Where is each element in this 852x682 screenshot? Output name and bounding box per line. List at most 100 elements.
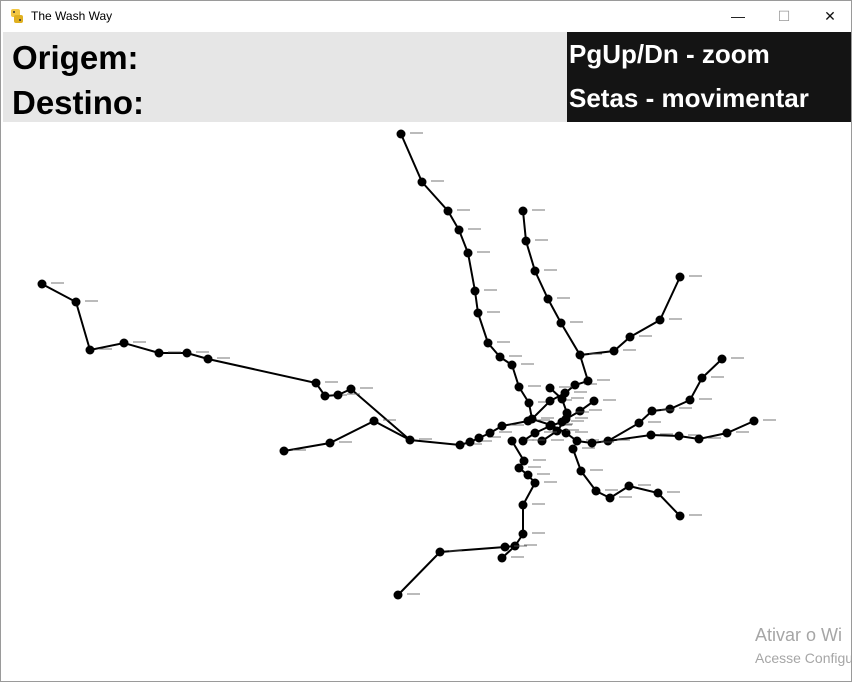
window-title: The Wash Way [31,9,113,23]
station-node[interactable] [346,384,356,394]
minimize-button[interactable]: — [731,8,745,24]
station-node[interactable] [518,500,528,510]
station-node[interactable] [694,434,704,444]
station-node[interactable] [485,428,495,438]
station-node[interactable] [675,511,685,521]
metro-map-canvas[interactable] [2,122,851,681]
station-node[interactable] [675,272,685,282]
close-button[interactable]: ✕ [824,8,836,24]
station-node[interactable] [572,436,582,446]
station-node[interactable] [497,421,507,431]
station-node[interactable] [182,348,192,358]
title-bar[interactable]: The Wash Way — ☐ ✕ [1,1,851,31]
station-node[interactable] [583,376,593,386]
maximize-button[interactable]: ☐ [777,8,791,24]
station-node[interactable] [605,493,615,503]
station-node[interactable] [514,382,524,392]
station-node[interactable] [435,547,445,557]
station-node[interactable] [575,406,585,416]
station-node[interactable] [568,444,578,454]
station-node[interactable] [717,354,727,364]
station-node[interactable] [320,391,330,401]
station-node[interactable] [519,456,529,466]
station-node[interactable] [500,542,510,552]
station-node[interactable] [523,416,533,426]
station-node[interactable] [333,390,343,400]
station-node[interactable] [518,436,528,446]
station-node[interactable] [465,437,475,447]
station-node[interactable] [647,406,657,416]
station-node[interactable] [279,446,289,456]
station-node[interactable] [545,396,555,406]
station-node[interactable] [543,294,553,304]
station-node[interactable] [624,481,634,491]
metro-line-segment [41,283,411,441]
station-node[interactable] [473,308,483,318]
station-node[interactable] [483,338,493,348]
station-node[interactable] [674,431,684,441]
station-node[interactable] [561,428,571,438]
station-node[interactable] [603,436,613,446]
station-node[interactable] [454,225,464,235]
station-node[interactable] [495,352,505,362]
station-node[interactable] [514,463,524,473]
station-node[interactable] [455,440,465,450]
station-node[interactable] [575,350,585,360]
station-node[interactable] [570,380,580,390]
station-node[interactable] [589,396,599,406]
station-node[interactable] [71,297,81,307]
station-node[interactable] [524,398,534,408]
station-node[interactable] [537,436,547,446]
station-node[interactable] [507,436,517,446]
metro-line-segment [501,440,537,559]
station-node[interactable] [369,416,379,426]
station-node[interactable] [653,488,663,498]
station-node[interactable] [749,416,759,426]
station-node[interactable] [557,394,567,404]
station-node[interactable] [154,348,164,358]
station-node[interactable] [697,373,707,383]
station-node[interactable] [655,315,665,325]
station-node[interactable] [530,266,540,276]
station-node[interactable] [646,430,656,440]
station-node[interactable] [625,332,635,342]
station-node[interactable] [557,417,567,427]
station-node[interactable] [530,478,540,488]
station-node[interactable] [587,438,597,448]
station-node[interactable] [518,529,528,539]
station-node[interactable] [665,404,675,414]
station-node[interactable] [417,177,427,187]
station-node[interactable] [463,248,473,258]
station-node[interactable] [521,236,531,246]
station-node[interactable] [37,279,47,289]
metro-map-graph[interactable] [2,122,851,681]
station-node[interactable] [474,433,484,443]
station-node[interactable] [722,428,732,438]
station-node[interactable] [443,206,453,216]
station-node[interactable] [609,346,619,356]
station-node[interactable] [545,421,555,431]
station-node[interactable] [552,426,562,436]
station-node[interactable] [562,408,572,418]
station-node[interactable] [556,318,566,328]
station-node[interactable] [325,438,335,448]
station-node[interactable] [576,466,586,476]
station-node[interactable] [523,470,533,480]
station-node[interactable] [203,354,213,364]
station-node[interactable] [591,486,601,496]
station-node[interactable] [545,383,555,393]
station-node[interactable] [393,590,403,600]
station-node[interactable] [311,378,321,388]
station-node[interactable] [497,553,507,563]
station-node[interactable] [518,206,528,216]
station-node[interactable] [396,129,406,139]
station-node[interactable] [470,286,480,296]
station-node[interactable] [85,345,95,355]
station-node[interactable] [634,418,644,428]
station-node[interactable] [530,428,540,438]
station-node[interactable] [507,360,517,370]
station-node[interactable] [685,395,695,405]
station-node[interactable] [405,435,415,445]
station-node[interactable] [119,338,129,348]
